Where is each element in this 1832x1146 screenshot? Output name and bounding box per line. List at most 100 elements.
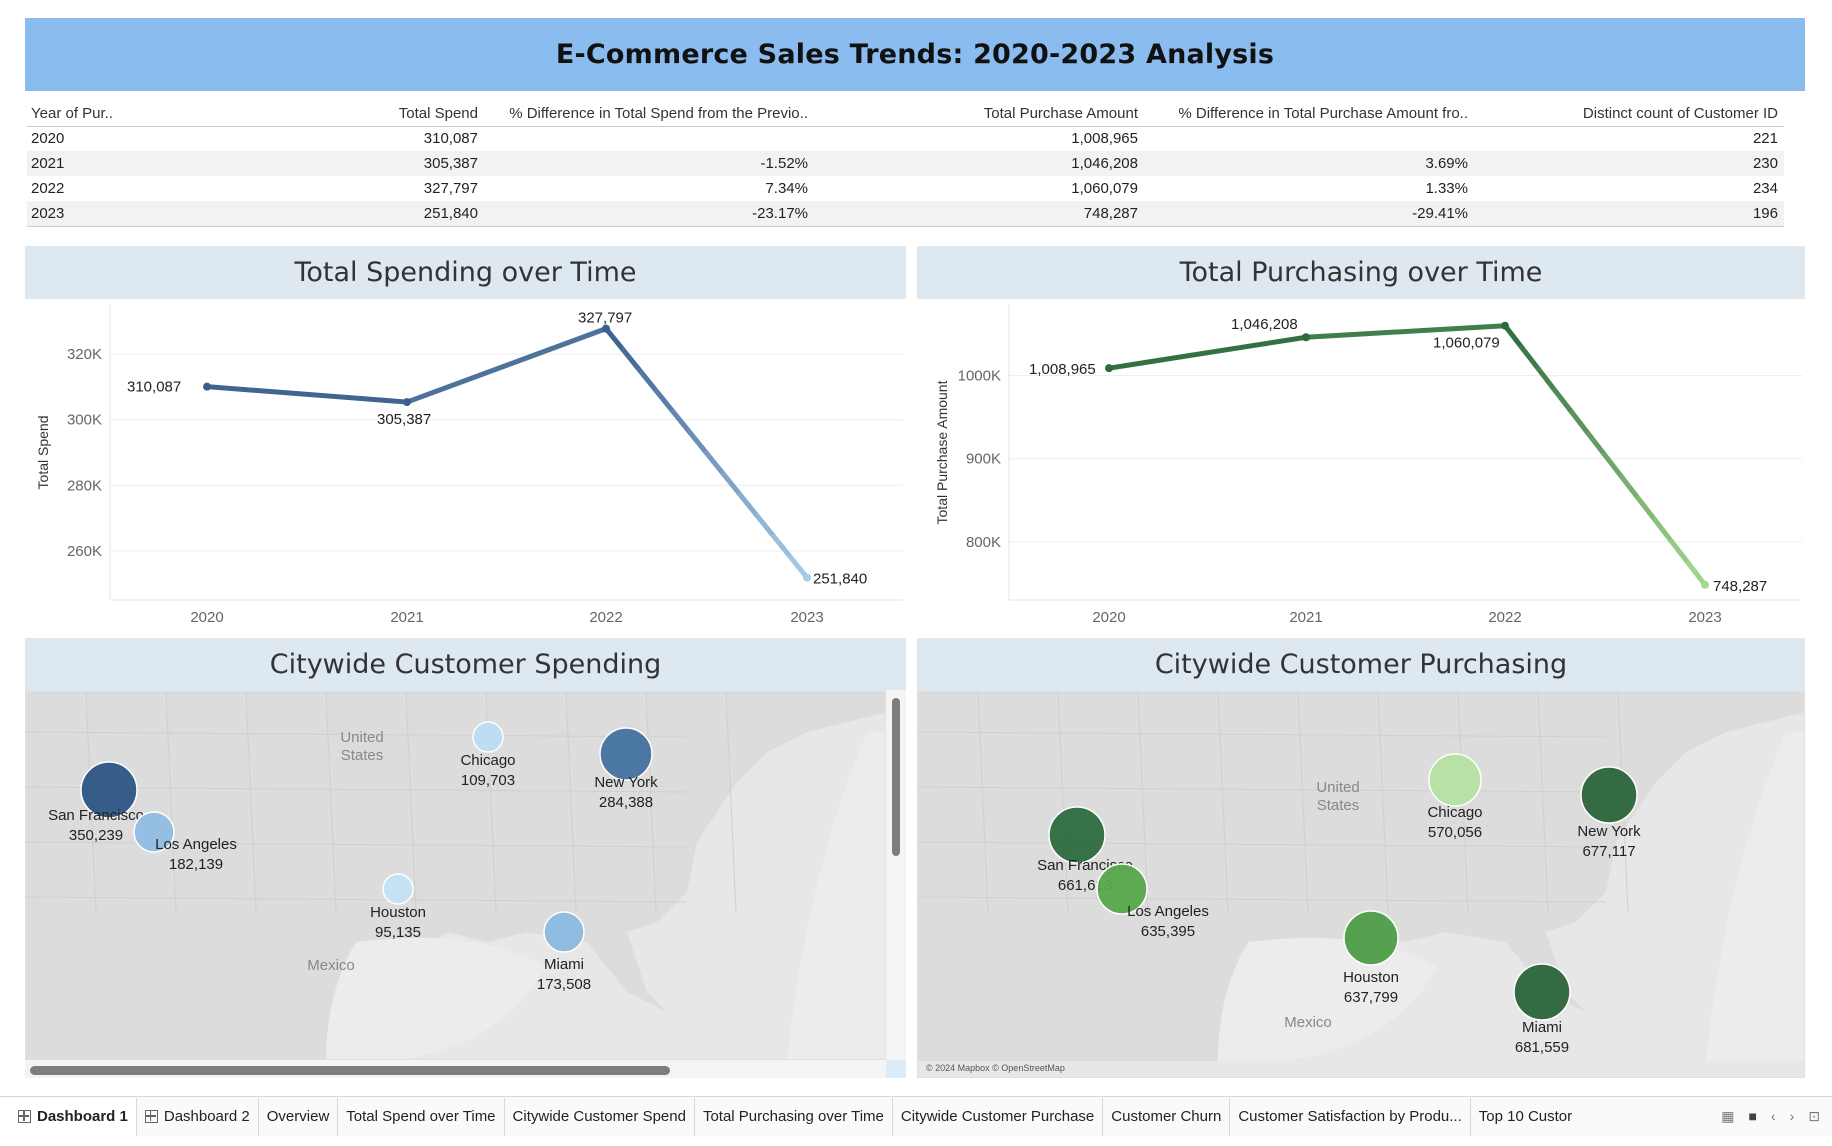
ocean xyxy=(1706,732,1804,1061)
tab-view-icon[interactable]: ■ xyxy=(1748,1108,1757,1124)
series-line-segment xyxy=(720,471,743,498)
table-header-row: Year of Pur.. Total Spend % Difference i… xyxy=(27,102,1784,127)
city-value-label: 284,388 xyxy=(599,794,653,811)
x-tick-label: 2020 xyxy=(190,609,223,626)
table-row[interactable]: 2020 310,087 1,008,965 221 xyxy=(27,126,1784,151)
purchase-line-chart[interactable]: 800K 900K 1000K 2020 2021 2022 2023 Total Purch… xyxy=(917,300,1805,630)
table-cell: 305,387 xyxy=(227,151,484,176)
city-purchase-map[interactable]: United States Mexico San Francisco 661,613 Lo… xyxy=(917,691,1805,1078)
spend-line-chart[interactable]: 260K 280K 300K 320K 2020 2021 2022 2023 Total Sp… xyxy=(25,300,906,630)
x-tick-label: 2020 xyxy=(1092,609,1125,626)
summary-table: Year of Pur.. Total Spend % Difference i… xyxy=(27,102,1784,227)
state-border xyxy=(918,896,1607,903)
tab-overview[interactable]: Overview xyxy=(259,1097,339,1136)
tab-total-purchasing-over-time[interactable]: Total Purchasing over Time xyxy=(695,1097,893,1136)
y-tick-label: 280K xyxy=(67,477,102,494)
tab-customer-satisfaction[interactable]: Customer Satisfaction by Produ... xyxy=(1230,1097,1471,1136)
city-value-label: 637,799 xyxy=(1344,989,1398,1006)
tab-citywide-customer-purchase[interactable]: Citywide Customer Purchase xyxy=(893,1097,1104,1136)
table-cell: 251,840 xyxy=(227,201,484,227)
city-name-label: Chicago xyxy=(1427,804,1482,821)
series-line-segment xyxy=(1619,474,1641,501)
table-cell: 1,008,965 xyxy=(1071,130,1138,148)
table-cell: 234 xyxy=(1752,180,1778,197)
spend-chart-title: Total Spending over Time xyxy=(25,246,906,299)
column-header[interactable]: Distinct count of Customer ID xyxy=(1474,102,1784,127)
state-border xyxy=(1057,692,1069,913)
city-value-label: 681,559 xyxy=(1515,1039,1569,1056)
city-bubble xyxy=(472,721,504,753)
city-name-label: Houston xyxy=(370,904,426,921)
tab-top-10-customers[interactable]: Top 10 Custor xyxy=(1478,1108,1573,1125)
scroll-left-icon[interactable]: ‹ xyxy=(1770,1108,1776,1124)
city-bubble xyxy=(133,811,175,853)
column-header[interactable]: % Difference in Total Spend from the Pre… xyxy=(484,102,814,127)
tab-dashboard-2[interactable]: Dashboard 2 xyxy=(137,1097,259,1136)
city-value-label: 350,239 xyxy=(69,827,123,844)
city-value-label: 570,056 xyxy=(1428,824,1482,841)
data-label: 327,797 xyxy=(578,310,632,327)
purchase-line-chart-svg[interactable]: 800K 900K 1000K 2020 2021 2022 2023 Total Purch… xyxy=(917,300,1805,630)
column-header[interactable]: Year of Pur.. xyxy=(27,102,227,127)
table-cell: 2022 xyxy=(31,180,65,197)
table-cell: 2023 xyxy=(27,201,227,227)
city-spend-map[interactable]: United States Mexico San Francisco 350,239 Lo… xyxy=(25,691,886,1060)
column-header[interactable]: Total Spend xyxy=(227,102,484,127)
table-row[interactable]: 2022 327,797 7.34% 1,060,079 1.33% 234 xyxy=(27,176,1784,201)
series-line-segment xyxy=(1106,334,1309,371)
map-vertical-scrollbar[interactable] xyxy=(886,690,906,1075)
column-header[interactable]: Total Purchase Amount xyxy=(814,102,1144,127)
series-line-segment xyxy=(1669,539,1691,566)
city-name-label: Miami xyxy=(1522,1019,1562,1036)
presentation-mode-icon[interactable]: ⊡ xyxy=(1808,1107,1820,1124)
series-line-segment xyxy=(737,492,760,518)
tab-citywide-customer-spend[interactable]: Citywide Customer Spend xyxy=(505,1097,695,1136)
tab-dashboard-1[interactable]: Dashboard 1 xyxy=(0,1097,137,1136)
series-line-segment xyxy=(204,384,410,405)
city-value-label: 635,395 xyxy=(1141,923,1195,940)
y-tick-label: 1000K xyxy=(958,368,1001,385)
table-cell: 1,046,208 xyxy=(814,151,1144,176)
ocean xyxy=(787,732,885,1059)
state-border xyxy=(26,841,688,848)
state-border xyxy=(977,692,989,913)
country-label-mexico: Mexico xyxy=(1284,1014,1332,1031)
tab-customer-churn[interactable]: Customer Churn xyxy=(1103,1097,1231,1136)
table-cell: 1.33% xyxy=(1425,180,1468,197)
table-cell: -23.17% xyxy=(484,201,814,227)
state-border xyxy=(918,731,1607,738)
city-value-label: 95,135 xyxy=(375,924,421,941)
map-horizontal-scroll-thumb[interactable] xyxy=(30,1066,670,1075)
map-vertical-scroll-thumb[interactable] xyxy=(892,698,900,856)
data-point xyxy=(1501,321,1509,330)
y-tick-label: 900K xyxy=(966,451,1001,468)
series-line-segment xyxy=(1685,560,1708,588)
table-cell: 1,060,079 xyxy=(1071,180,1138,197)
y-axis-title: Total Spend xyxy=(35,416,51,490)
filmstrip-view-icon[interactable]: ▦ xyxy=(1721,1107,1735,1124)
city-spend-map-svg[interactable]: United States Mexico San Francisco 350,239 Lo… xyxy=(26,692,886,1060)
column-header[interactable]: % Difference in Total Purchase Amount fr… xyxy=(1144,102,1474,127)
city-name-label: Los Angeles xyxy=(155,836,237,853)
series-line-segment xyxy=(1535,366,1558,393)
spend-line-chart-svg[interactable]: 260K 280K 300K 320K 2020 2021 2022 2023 Total Sp… xyxy=(25,300,906,630)
state-border xyxy=(565,692,577,913)
table-row[interactable]: 2023 251,840 -23.17% 748,287 -29.41% 196 xyxy=(27,201,1784,227)
city-name-label: Miami xyxy=(544,956,584,973)
city-value-label: 173,508 xyxy=(537,976,591,993)
table-row[interactable]: 2021 305,387 -1.52% 1,046,208 3.69% 230 xyxy=(27,151,1784,176)
state-border xyxy=(725,692,737,913)
dashboard-icon xyxy=(144,1110,158,1123)
city-value-label: 109,703 xyxy=(461,772,515,789)
city-bubble xyxy=(382,873,414,905)
table-cell xyxy=(1144,126,1474,151)
tab-total-spend-over-time[interactable]: Total Spend over Time xyxy=(338,1097,505,1136)
data-label: 1,008,965 xyxy=(1029,361,1096,378)
state-border xyxy=(26,731,688,738)
state-border xyxy=(245,692,257,913)
series-line-segment xyxy=(637,367,659,394)
series-line-segment xyxy=(670,409,693,435)
series-line-segment xyxy=(704,450,726,477)
scroll-right-icon[interactable]: › xyxy=(1789,1108,1795,1124)
